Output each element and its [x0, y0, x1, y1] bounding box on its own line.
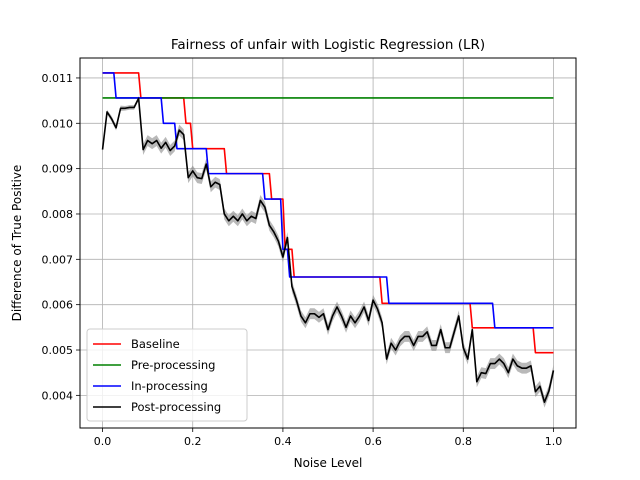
y-axis-label: Difference of True Positive [10, 165, 24, 322]
y-tick-label: 0.008 [42, 208, 74, 221]
in-processing-line [102, 72, 554, 329]
plot-frame [79, 57, 577, 429]
x-tick-label: 0.8 [455, 435, 473, 448]
y-tick-label: 0.004 [42, 389, 74, 402]
x-tick-label: 0.0 [94, 435, 112, 448]
y-tick-label: 0.009 [42, 163, 74, 176]
x-tick-label: 0.2 [184, 435, 202, 448]
y-tick-label: 0.006 [42, 299, 74, 312]
y-axis-ticks: 0.004 0.005 0.006 0.007 0.008 0.009 0.010 0.011 [42, 72, 80, 402]
y-tick-label: 0.007 [42, 253, 74, 266]
legend-label-pre-processing: Pre-processing [131, 358, 215, 372]
post-processing-line [101, 97, 555, 403]
legend-label-baseline: Baseline [131, 337, 180, 351]
legend: Baseline Pre-processing In-processing Post-… [86, 328, 248, 422]
x-tick-label: 0.4 [274, 435, 292, 448]
x-tick-label: 1.0 [545, 435, 563, 448]
x-axis-ticks: 0.0 0.2 0.4 0.6 0.8 1.0 [94, 428, 562, 448]
y-tick-label: 0.011 [42, 72, 74, 85]
series-lines [101, 72, 555, 403]
y-tick-label: 0.005 [42, 344, 74, 357]
legend-label-in-processing: In-processing [131, 379, 208, 393]
legend-label-post-processing: Post-processing [131, 400, 221, 414]
legend-box [86, 328, 248, 422]
chart-title: Fairness of unfair with Logistic Regress… [171, 37, 485, 53]
y-tick-label: 0.010 [42, 117, 74, 130]
x-tick-label: 0.6 [364, 435, 382, 448]
x-axis-label: Noise Level [294, 456, 363, 470]
